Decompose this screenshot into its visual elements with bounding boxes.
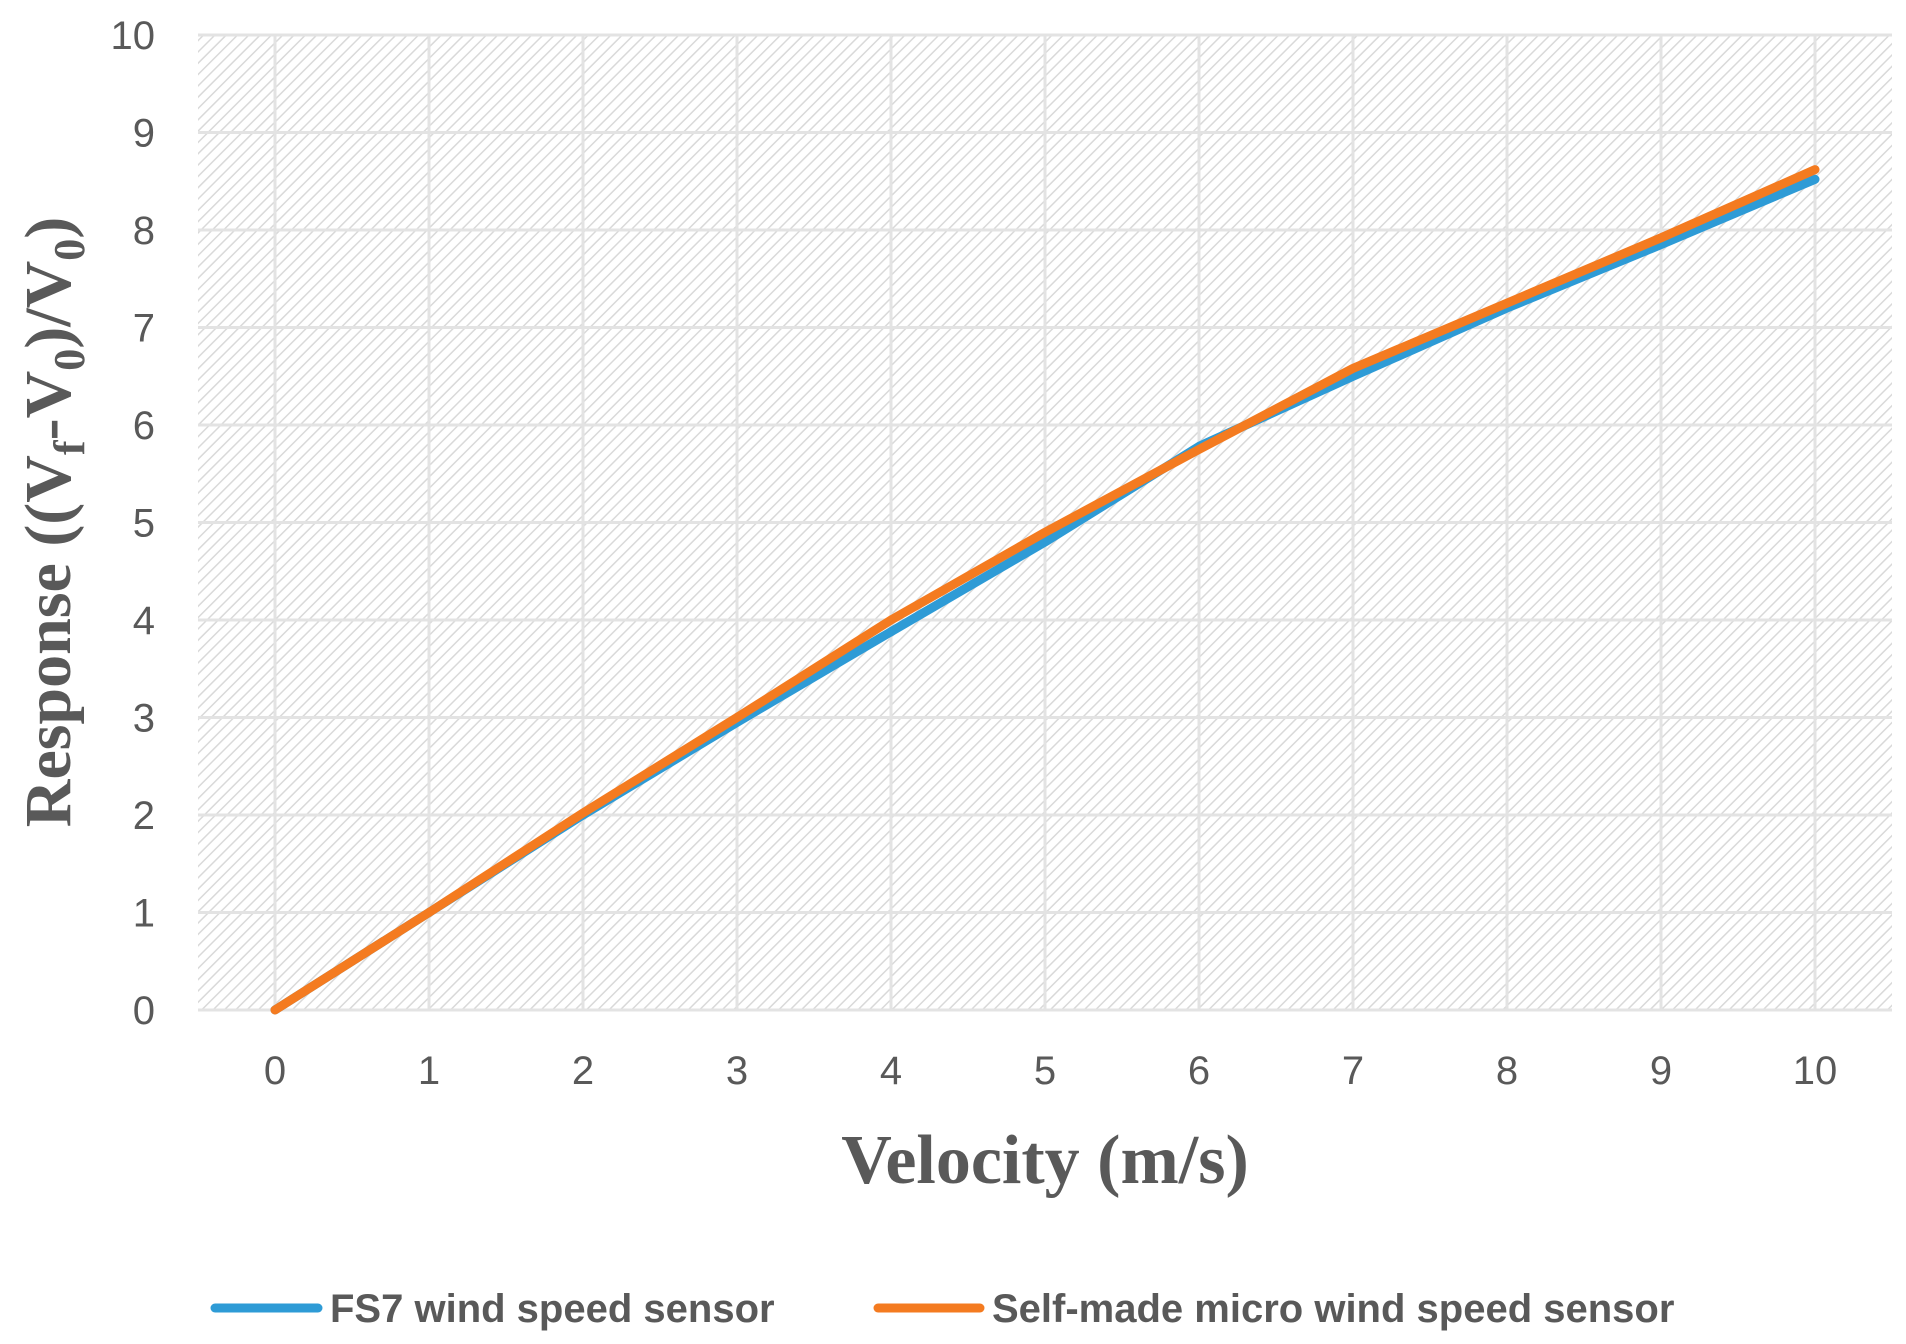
- y-tick-label: 2: [133, 794, 155, 838]
- y-axis-title-sub2: 0: [45, 349, 94, 371]
- y-tick-label: 7: [133, 307, 155, 351]
- x-tick-label: 5: [1034, 1049, 1056, 1093]
- x-tick-labels: 0 1 2 3 4 5 6 7 8 9 10: [264, 1049, 1837, 1093]
- y-tick-label: 1: [133, 892, 155, 936]
- y-tick-label: 6: [133, 404, 155, 448]
- y-axis-title-sub3: 0: [45, 239, 94, 261]
- y-axis-title-sub1: f: [45, 439, 94, 455]
- y-tick-label: 8: [133, 209, 155, 253]
- y-axis-title-suffix: ): [12, 217, 85, 239]
- legend: FS7 wind speed sensor Self-made micro wi…: [210, 1287, 1674, 1331]
- legend-label-fs7: FS7 wind speed sensor: [330, 1287, 775, 1331]
- x-tick-label: 9: [1650, 1049, 1672, 1093]
- legend-label-self-made: Self-made micro wind speed sensor: [992, 1287, 1674, 1331]
- x-tick-label: 10: [1793, 1049, 1838, 1093]
- x-tick-label: 4: [880, 1049, 902, 1093]
- x-tick-label: 1: [418, 1049, 440, 1093]
- grid-lines: [198, 33, 1892, 1012]
- series-lines: [270, 165, 1820, 1015]
- y-tick-labels: 0 1 2 3 4 5 6 7 8 9 10: [111, 14, 156, 1033]
- y-tick-label: 5: [133, 502, 155, 546]
- y-axis-title-mid2: )/V: [12, 261, 85, 349]
- y-axis-title: Response ((Vf-V0)/V0): [12, 217, 94, 827]
- x-tick-label: 0: [264, 1049, 286, 1093]
- y-tick-label: 10: [111, 14, 156, 58]
- x-tick-label: 8: [1496, 1049, 1518, 1093]
- x-tick-label: 6: [1188, 1049, 1210, 1093]
- y-axis-title-prefix: Response ((V: [12, 455, 85, 827]
- y-axis-title-mid: -V: [12, 371, 85, 441]
- y-tick-label: 3: [133, 697, 155, 741]
- x-tick-label: 7: [1342, 1049, 1364, 1093]
- y-tick-label: 9: [133, 112, 155, 156]
- x-tick-label: 3: [726, 1049, 748, 1093]
- y-tick-label: 0: [133, 989, 155, 1033]
- x-axis-title: Velocity (m/s): [841, 1122, 1249, 1199]
- series-line-self-made: [270, 165, 1820, 1015]
- y-tick-label: 4: [133, 599, 155, 643]
- x-tick-label: 2: [572, 1049, 594, 1093]
